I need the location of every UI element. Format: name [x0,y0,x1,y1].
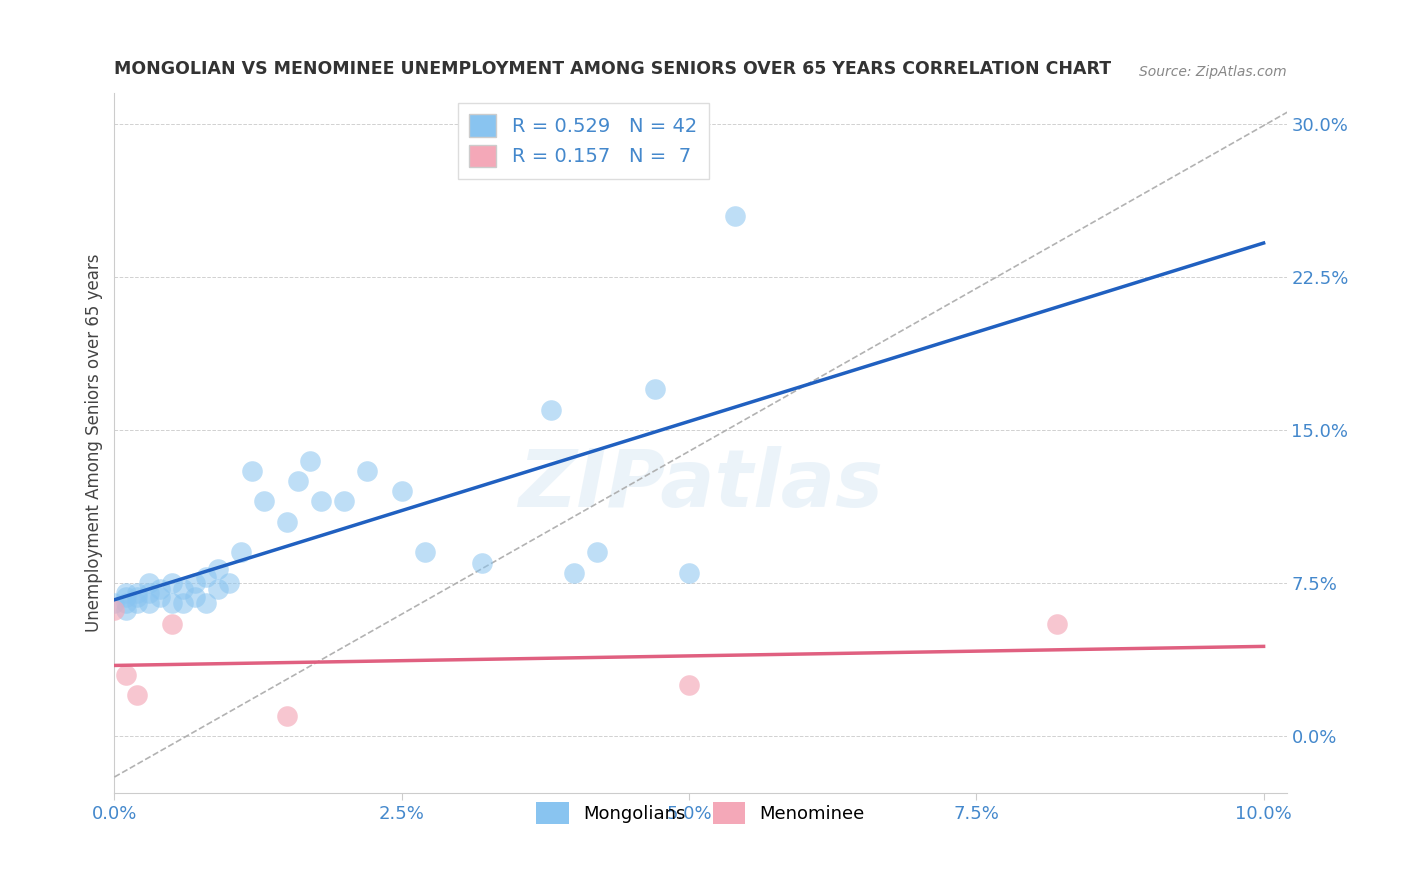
Text: MONGOLIAN VS MENOMINEE UNEMPLOYMENT AMONG SENIORS OVER 65 YEARS CORRELATION CHAR: MONGOLIAN VS MENOMINEE UNEMPLOYMENT AMON… [114,60,1112,78]
Point [149,591,172,605]
Point [184,591,207,605]
Point [229,545,252,559]
Point [540,402,562,417]
Point [160,616,183,631]
Point [195,597,218,611]
Text: ZIPatlas: ZIPatlas [517,446,883,524]
Point [127,597,149,611]
Point [172,597,194,611]
Point [138,576,160,591]
Point [115,591,138,605]
Point [1046,616,1069,631]
Point [678,678,700,692]
Point [391,484,413,499]
Point [172,582,194,597]
Point [138,586,160,600]
Point [115,602,138,616]
Point [127,586,149,600]
Point [160,597,183,611]
Point [103,602,125,616]
Point [586,545,609,559]
Point [298,453,321,467]
Y-axis label: Unemployment Among Seniors over 65 years: Unemployment Among Seniors over 65 years [86,254,103,632]
Point [218,576,240,591]
Point [207,582,229,597]
Legend: Mongolians, Menominee: Mongolians, Menominee [527,793,873,833]
Point [160,576,183,591]
Point [195,570,218,584]
Point [333,494,356,508]
Point [471,556,494,570]
Point [115,668,138,682]
Point [127,689,149,703]
Point [413,545,436,559]
Point [115,597,138,611]
Point [184,576,207,591]
Point [562,566,585,580]
Point [253,494,276,508]
Point [138,597,160,611]
Point [287,474,309,488]
Point [207,562,229,576]
Point [127,591,149,605]
Point [724,209,747,223]
Point [276,515,298,529]
Point [149,582,172,597]
Point [356,464,378,478]
Point [276,708,298,723]
Point [309,494,332,508]
Point [115,586,138,600]
Point [103,597,125,611]
Point [240,464,263,478]
Text: Source: ZipAtlas.com: Source: ZipAtlas.com [1139,65,1286,79]
Point [678,566,700,580]
Point [644,382,666,396]
